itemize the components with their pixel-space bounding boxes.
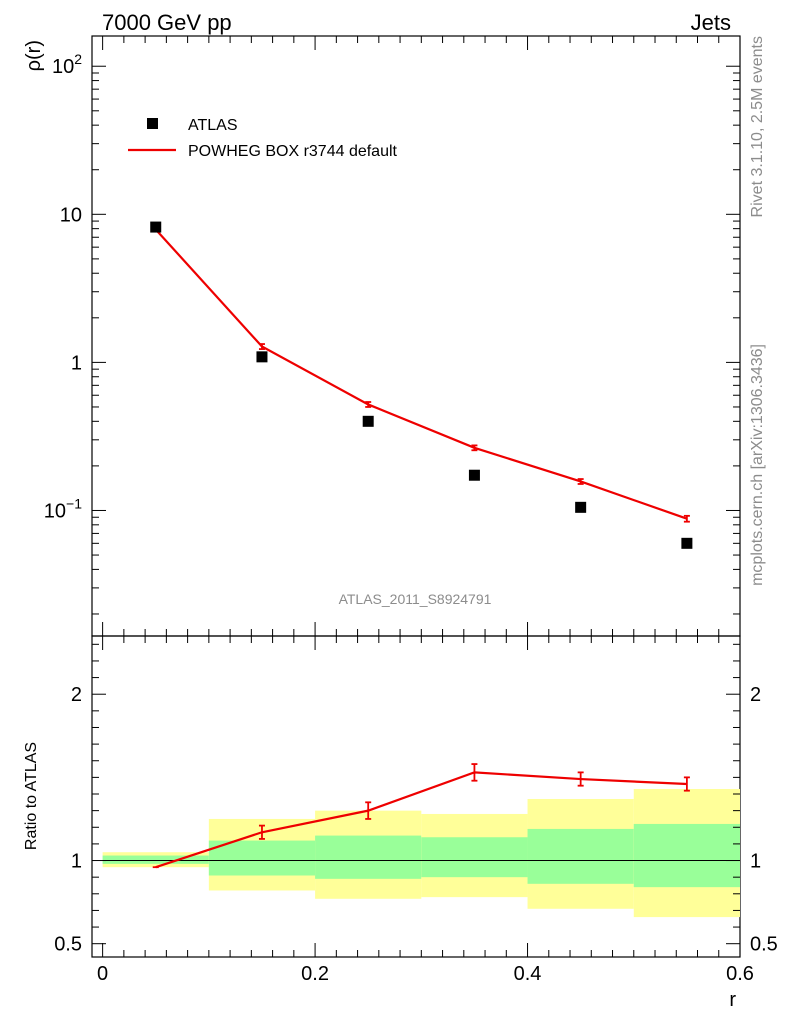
stat-uncertainty-band [421, 837, 528, 878]
tick-base: 10 [52, 56, 74, 78]
mc-point [365, 401, 372, 408]
ratio-y-tick-label-right: 1 [750, 851, 761, 873]
atlas-data-point [362, 415, 374, 427]
atlas-data-point [150, 221, 162, 233]
x-tick-labels: 0 0.2 0.4 0.6 [97, 963, 754, 985]
x-tick-label: 0.4 [514, 963, 542, 985]
mc-point [683, 514, 690, 523]
main-y-axis-label: ρ(r) [23, 40, 45, 71]
mc-line [154, 228, 688, 520]
atlas-data-point [256, 351, 268, 363]
stat-uncertainty-band [633, 823, 740, 888]
main-y-tick-label: 10−1 [44, 495, 82, 522]
mc-point [577, 478, 584, 485]
mcplots-label: mcplots.cern.ch [arXiv:1306.3436] [749, 344, 766, 586]
tick-exponent: −1 [66, 495, 82, 511]
ratio-y-tick-label: 2 [71, 684, 82, 706]
x-tick-label: 0.2 [301, 963, 329, 985]
x-axis-label: r [729, 989, 736, 1011]
legend: ATLAS POWHEG BOX r3744 default [128, 117, 398, 160]
ratio-mc-point [258, 824, 265, 840]
stat-uncertainty-band [315, 835, 422, 879]
header-left: 7000 GeV pp [102, 10, 232, 35]
ratio-panel: 0.5 0.5 1 1 2 2 Ratio to ATLAS 0 0.2 0.4 0.6 r [23, 635, 778, 1011]
ratio-mc-point [471, 763, 478, 782]
rivet-label: Rivet 3.1.10, 2.5M events [749, 36, 766, 217]
ratio-mc-point [577, 771, 584, 787]
ratio-y-tick-label: 1 [71, 851, 82, 873]
legend-label-mc: POWHEG BOX r3744 default [188, 143, 398, 160]
ratio-uncertainty-bands [102, 789, 740, 918]
ratio-y-tick-label-right: 2 [750, 684, 761, 706]
ratio-y-tick-label-right: 0.5 [750, 934, 778, 956]
mc-series [152, 228, 690, 523]
atlas-data-point [468, 469, 480, 481]
ratio-y-ticks: 0.5 0.5 1 1 2 2 [54, 643, 778, 956]
atlas-series [150, 221, 693, 549]
ratio-x-ticks [102, 636, 741, 957]
tick-base: 10 [44, 500, 66, 522]
main-y-tick-label: 10 [60, 204, 82, 226]
stat-uncertainty-band [102, 855, 209, 864]
header-right: Jets [691, 10, 731, 35]
ratio-mc-series [152, 763, 690, 869]
stat-uncertainty-band [527, 828, 634, 884]
atlas-data-point [575, 501, 587, 513]
legend-label-atlas: ATLAS [188, 117, 238, 134]
main-x-ticks [102, 36, 741, 636]
ratio-y-axis-label: Ratio to ATLAS [23, 742, 40, 850]
mc-point [471, 444, 478, 452]
ratio-y-tick-label: 0.5 [54, 934, 82, 956]
atlas-data-point [681, 537, 693, 549]
x-tick-label: 0 [97, 963, 108, 985]
ratio-mc-line [155, 771, 687, 869]
legend-marker-atlas [147, 118, 158, 129]
main-y-tick-label: 102 [52, 51, 82, 78]
main-y-tick-label: 1 [71, 352, 82, 374]
stat-uncertainty-band [208, 840, 316, 876]
mc-point [258, 343, 265, 350]
x-tick-label: 0.6 [726, 963, 754, 985]
ratio-mc-point [683, 776, 690, 792]
tick-exponent: 2 [74, 51, 82, 67]
analysis-label: ATLAS_2011_S8924791 [339, 591, 492, 607]
ratio-mc-point [365, 801, 372, 820]
